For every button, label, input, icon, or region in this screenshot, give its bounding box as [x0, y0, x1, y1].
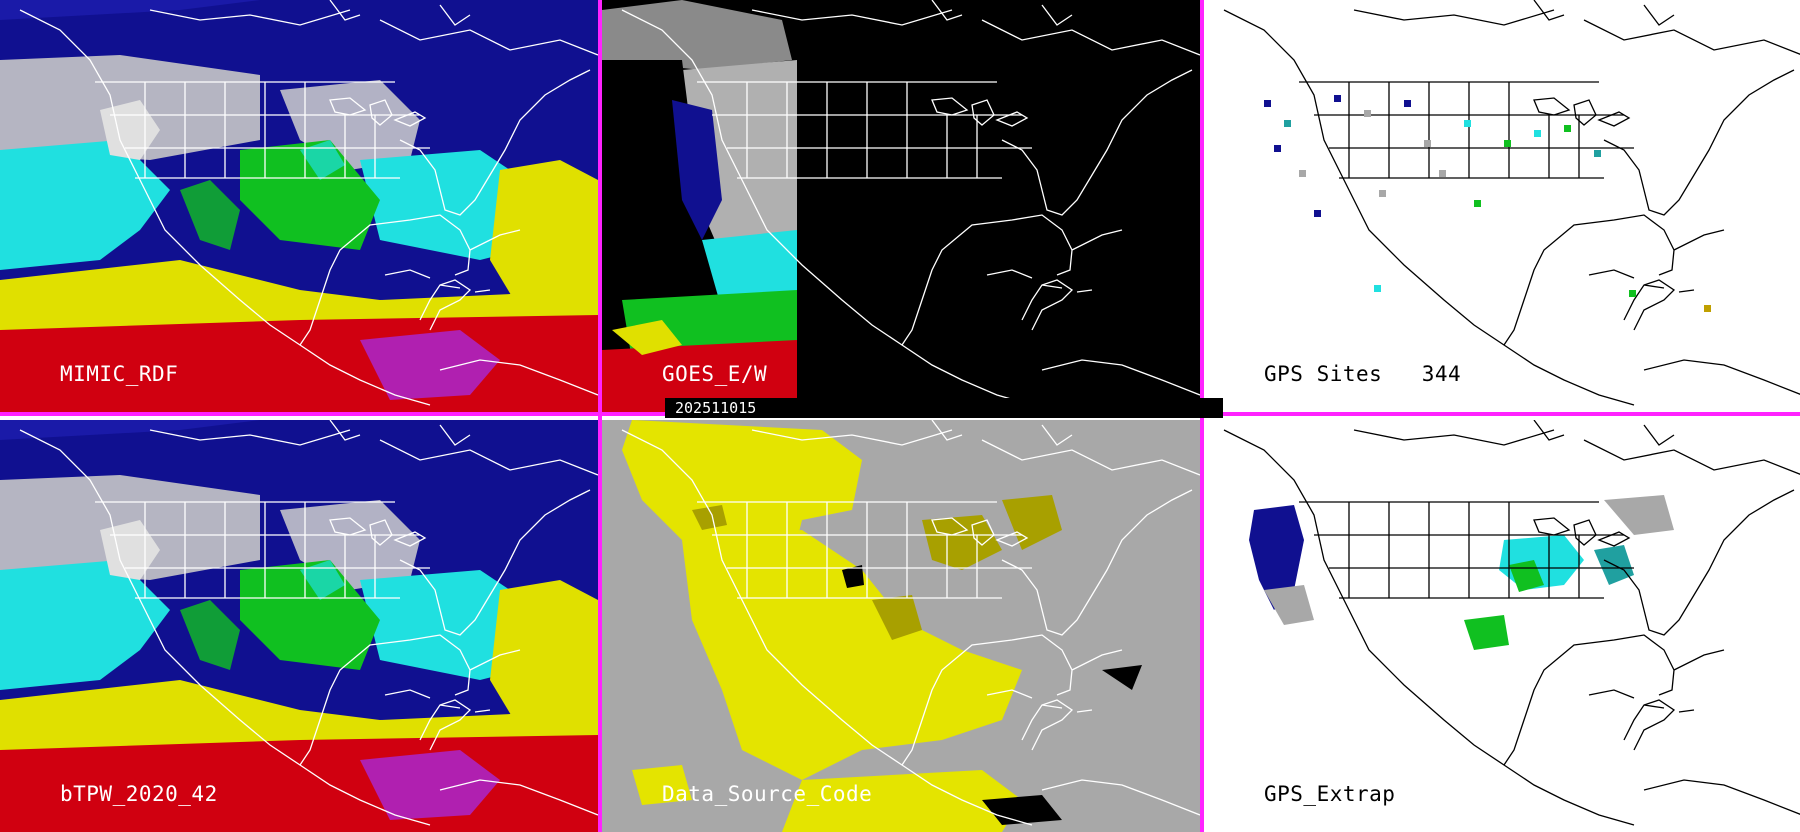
- btpw-map: [0, 420, 598, 832]
- mimic-rdf-map: [0, 0, 598, 412]
- panel-label-data-source-code: Data_Source_Code: [662, 782, 873, 806]
- gps-extrap-map-panel: GPS_Extrap: [1204, 420, 1800, 832]
- panel-label-goes: GOES_E/W: [662, 362, 768, 386]
- panel-label-gps-sites: GPS Sites 344: [1264, 362, 1461, 386]
- gps-extrap-map: [1204, 420, 1800, 832]
- mimic-rdf-map-panel: MIMIC_RDF: [0, 0, 598, 412]
- btpw-map-panel: bTPW_2020_42: [0, 420, 598, 832]
- gps-site-markers: [1264, 95, 1711, 312]
- data-source-code-map: [602, 420, 1200, 832]
- gps-sites-map-panel: GPS Sites 344: [1204, 0, 1800, 412]
- panel-label-btpw: bTPW_2020_42: [60, 782, 218, 806]
- goes-map-panel: GOES_E/W: [602, 0, 1200, 412]
- gps-sites-label: GPS Sites: [1264, 362, 1383, 386]
- gps-sites-map: [1204, 0, 1800, 412]
- goes-map: [602, 0, 1200, 412]
- gps-sites-count: 344: [1421, 362, 1462, 386]
- data-source-code-map-panel: Data_Source_Code: [602, 420, 1200, 832]
- separator-vertical-1: [598, 0, 602, 832]
- timestamp-label: 202511015: [665, 398, 1223, 418]
- panel-label-gps-extrap: GPS_Extrap: [1264, 782, 1396, 806]
- panel-label-mimic: MIMIC_RDF: [60, 362, 179, 386]
